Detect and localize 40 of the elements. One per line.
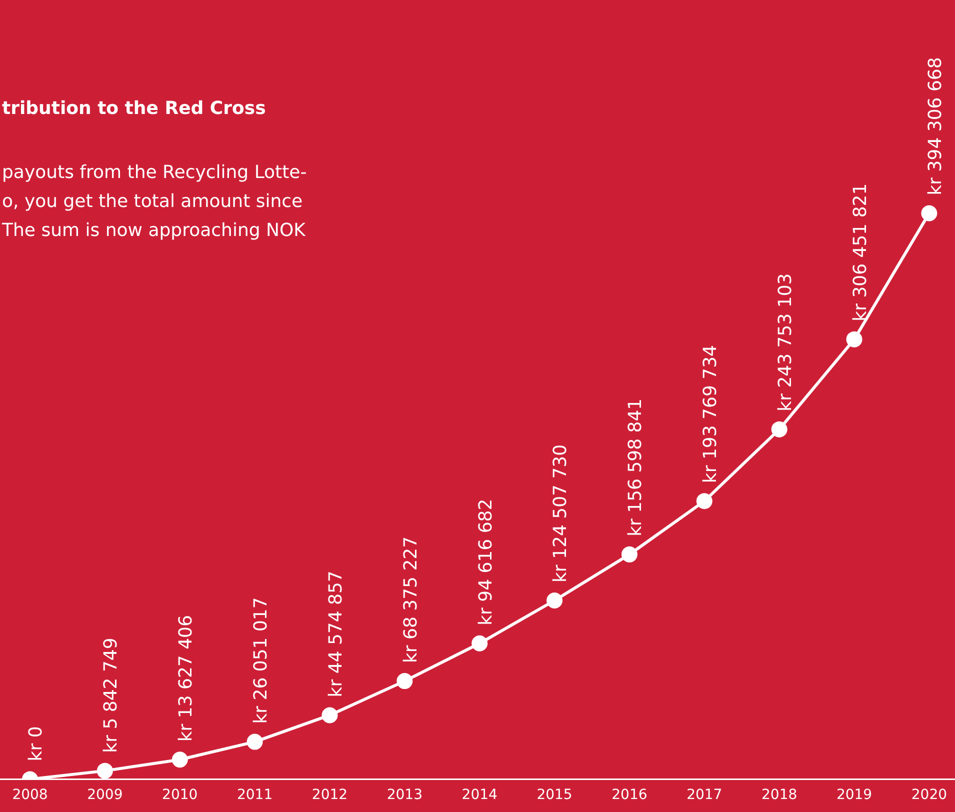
- point: [246, 734, 263, 750]
- point: [921, 205, 938, 222]
- data-label: kr 94 616 682: [475, 498, 496, 626]
- x-tick-label: 2014: [462, 787, 498, 804]
- x-tick-label: 2012: [312, 787, 348, 804]
- data-label: kr 156 598 841: [625, 398, 646, 536]
- point: [771, 421, 788, 438]
- x-tick-label: 2015: [536, 787, 572, 804]
- point: [621, 546, 638, 562]
- data-label: kr 5 842 749: [100, 638, 122, 753]
- data-label: kr 13 627 406: [176, 615, 197, 742]
- x-tick-label: 2016: [612, 787, 648, 804]
- data-label: kr 68 375 227: [400, 536, 422, 664]
- x-tick-label: 2020: [911, 787, 948, 804]
- data-label: kr 0: [26, 726, 47, 762]
- x-tick-label: 2010: [162, 787, 198, 804]
- point: [322, 707, 338, 724]
- point: [546, 592, 563, 608]
- data-label: kr 243 753 103: [774, 273, 796, 412]
- chart-subtitle: payouts from the Recycling Lotte- o, you get the total amount since The sum is now approaching NOK: [2, 161, 307, 243]
- data-label: kr 26 051 017: [250, 597, 272, 724]
- x-tick-label: 2011: [236, 787, 273, 804]
- data-label: kr 124 507 730: [550, 444, 572, 582]
- data-label: kr 306 451 821: [850, 183, 871, 322]
- point: [846, 331, 862, 348]
- point: [96, 762, 113, 779]
- data-label: kr 44 574 857: [325, 570, 346, 698]
- point: [172, 752, 188, 768]
- x-tick-label: 2019: [836, 787, 872, 804]
- data-label: kr 193 769 734: [700, 345, 722, 484]
- x-tick-label: 2013: [386, 787, 422, 804]
- chart-title: tribution to the Red Cross: [2, 98, 266, 119]
- x-tick-label: 2017: [686, 787, 722, 804]
- point: [472, 635, 488, 652]
- x-tick-label: 2008: [12, 787, 48, 804]
- point: [696, 493, 712, 510]
- point: [396, 673, 413, 690]
- data-label: kr 394 306 668: [924, 57, 946, 196]
- x-tick-label: 2009: [87, 787, 123, 804]
- x-tick-label: 2018: [762, 787, 798, 804]
